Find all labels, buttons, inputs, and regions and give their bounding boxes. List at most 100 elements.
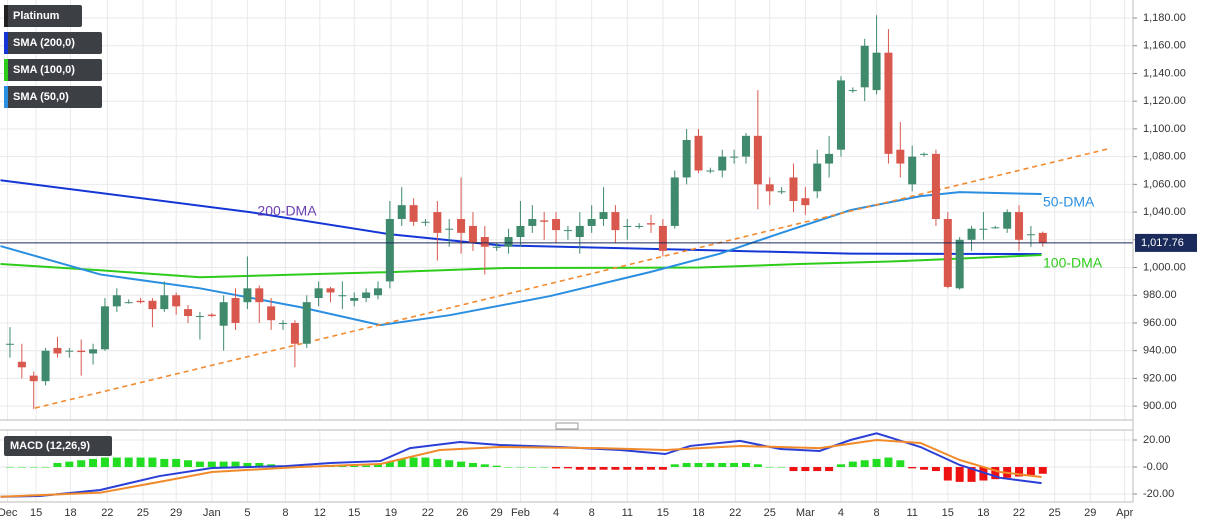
legend-label: Platinum [13, 10, 60, 22]
y-tick-label: -20.00 [1143, 488, 1174, 500]
splitter-handle[interactable] [555, 422, 579, 430]
histogram-bar [65, 461, 74, 468]
candle-body [207, 314, 216, 317]
candle-body [338, 295, 347, 297]
histogram-bar [124, 457, 133, 468]
histogram-bar [421, 457, 430, 468]
candle-body [243, 288, 252, 303]
candle-body [777, 191, 786, 193]
candle-body [160, 295, 169, 310]
x-tick-label: 29 [170, 507, 182, 519]
x-tick-label: 15 [942, 507, 954, 519]
y-tick-label: -0.00 [1143, 461, 1168, 473]
candle-body [825, 153, 834, 164]
legend-label: SMA (200,0) [13, 37, 75, 49]
candle-body [552, 219, 561, 231]
candle-body [373, 288, 382, 296]
candle-body [17, 361, 26, 368]
histogram-bar [528, 467, 537, 468]
histogram-bar [350, 465, 359, 468]
histogram-bar [373, 464, 382, 468]
candle-body [563, 230, 572, 232]
candle-body [813, 163, 822, 192]
candle-body [908, 156, 917, 185]
candle-body [1026, 234, 1035, 236]
legend-box [4, 32, 102, 54]
y-tick-label: 1,140.00 [1143, 67, 1186, 79]
candle-body [112, 295, 121, 307]
candle-body [836, 80, 845, 150]
candle-body [540, 220, 549, 222]
histogram-bar [89, 458, 98, 468]
candle-body [445, 228, 454, 230]
histogram-bar [730, 462, 739, 468]
candle-body [172, 295, 181, 307]
histogram-bar [753, 464, 762, 468]
legend-item: Platinum [4, 5, 82, 27]
y-tick-label: 20.00 [1143, 434, 1171, 446]
candle-body [587, 219, 596, 226]
histogram-bar [112, 457, 121, 468]
candle-body [979, 228, 988, 230]
histogram-bar [184, 460, 193, 468]
legend-label: SMA (100,0) [13, 64, 75, 76]
x-tick-label: 15 [348, 507, 360, 519]
histogram-bar [825, 467, 834, 472]
histogram-bar [658, 467, 667, 470]
candle-body [718, 156, 727, 171]
histogram-bar [718, 462, 727, 468]
histogram-bar [836, 464, 845, 468]
line-annotation: 200-DMA [257, 203, 317, 219]
candle-body [623, 225, 632, 227]
candle-body [184, 309, 193, 317]
candle-body [89, 349, 98, 354]
histogram-bar [1026, 467, 1035, 476]
y-tick-label: 1,160.00 [1143, 40, 1186, 52]
candle-body [1003, 212, 1012, 229]
line-annotation: 50-DMA [1043, 194, 1095, 210]
legend-box [4, 5, 82, 27]
candle-body [730, 156, 739, 158]
histogram-bar [931, 467, 940, 472]
series-line [0, 191, 1042, 327]
x-tick-label: 8 [874, 507, 880, 519]
x-tick-label: 29 [491, 507, 503, 519]
candle-body [1015, 212, 1024, 240]
histogram-bar [777, 467, 786, 468]
histogram-bar [682, 462, 691, 468]
candle-body [326, 288, 335, 293]
candle-body [65, 350, 74, 352]
histogram-bar [136, 457, 145, 468]
histogram-bar [29, 467, 38, 468]
y-tick-label: 900.00 [1143, 400, 1177, 412]
histogram-bar [492, 465, 501, 468]
candle-body [362, 292, 371, 299]
candle-body [872, 52, 881, 91]
series-line [0, 179, 1042, 256]
panel-label: MACD (12,26,9) [10, 440, 90, 452]
legend-item: SMA (100,0) [4, 59, 102, 81]
candle-body [267, 306, 276, 321]
x-tick-label: 19 [385, 507, 397, 519]
candle-body [991, 227, 1000, 229]
histogram-bar [896, 460, 905, 468]
candle-body [931, 153, 940, 220]
last-price-box [1135, 233, 1197, 252]
histogram-bar [5, 467, 14, 468]
y-tick-label: 1,040.00 [1143, 206, 1186, 218]
x-tick-label: 8 [589, 507, 595, 519]
x-tick-label: 12 [314, 507, 326, 519]
histogram-bar [1015, 467, 1024, 477]
panel-label-box [4, 436, 112, 456]
legend-swatch [4, 5, 8, 27]
x-tick-label: 26 [456, 507, 468, 519]
histogram-bar [1038, 467, 1047, 474]
histogram-bar [706, 462, 715, 468]
histogram-bar [967, 467, 976, 482]
histogram-bar [848, 461, 857, 468]
candle-body [896, 149, 905, 164]
x-tick-label: Jan [203, 507, 221, 519]
candle-body [219, 302, 228, 326]
histogram-bar [789, 467, 798, 472]
